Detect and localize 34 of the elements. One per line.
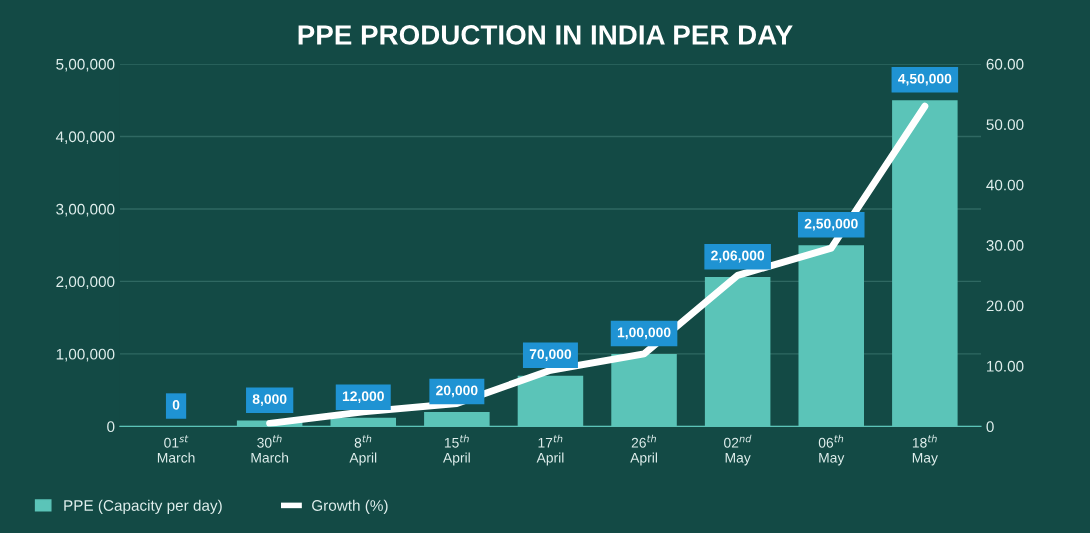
x-tick-label: 02$^{nd}$ May xyxy=(724,434,752,466)
x-tick-label: 8$^{th}$ April xyxy=(349,434,377,466)
y-tick-label: 5,00,000 xyxy=(56,58,115,72)
y2-tick-label: 50.00 xyxy=(986,119,1024,131)
data-label: 8,000 xyxy=(252,394,287,406)
data-label: 4,50,000 xyxy=(898,73,952,86)
x-tick-label: 15$^{th}$ April xyxy=(442,434,470,466)
x-tick-label: 26$^{th}$ April xyxy=(630,434,658,466)
data-label: 0 xyxy=(172,399,180,410)
y2-tick-label: 40.00 xyxy=(986,179,1024,191)
x-tick-label: 17$^{th}$ April xyxy=(536,434,564,466)
data-label: 2,50,000 xyxy=(804,218,858,231)
y2-tick-label: 10.00 xyxy=(987,360,1024,372)
data-label: 1,00,000 xyxy=(617,327,671,340)
data-label: 20,000 xyxy=(436,385,478,398)
legend-label: Growth (%) xyxy=(312,499,388,514)
data-label: 2,06,000 xyxy=(711,250,765,263)
y2-tick-label: 30.00 xyxy=(986,240,1024,251)
y2-tick-label: 0 xyxy=(986,421,994,433)
x-tick-label: 18$^{th}$ May xyxy=(912,434,938,466)
x-tick-label: 01$^{st}$ March xyxy=(157,435,195,463)
y-tick-label: 0 xyxy=(107,421,115,433)
y-tick-label: 1,00,000 xyxy=(56,348,115,362)
x-tick-label: 06$^{th}$ May xyxy=(818,434,845,466)
legend-label: PPE (Capacity per day) xyxy=(64,499,222,514)
y2-tick-label: 20.00 xyxy=(986,300,1024,312)
y2-tick-label: 60.00 xyxy=(986,58,1024,70)
data-label: 12,000 xyxy=(342,391,384,404)
data-label: 70,000 xyxy=(529,349,572,362)
y-tick-label: 3,00,000 xyxy=(56,203,115,217)
chart-title: PPE PRODUCTION IN INDIA PER DAY xyxy=(298,25,793,45)
x-tick-label: 30$^{th}$ March xyxy=(251,434,289,463)
y-tick-label: 4,00,000 xyxy=(55,131,115,144)
y-tick-label: 2,00,000 xyxy=(56,276,115,289)
